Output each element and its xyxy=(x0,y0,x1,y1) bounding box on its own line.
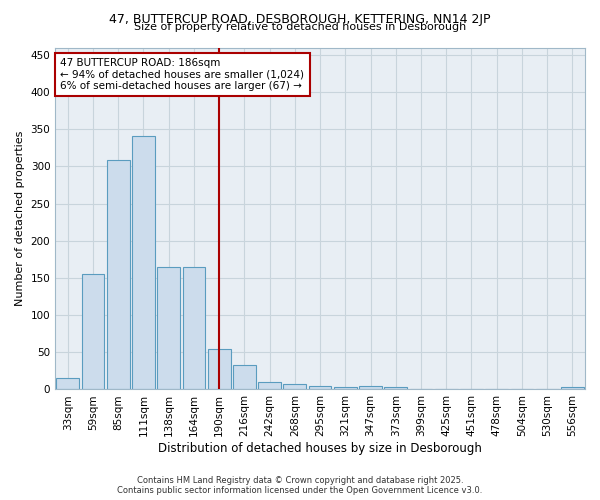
Bar xyxy=(561,387,584,390)
Bar xyxy=(82,274,104,390)
Bar xyxy=(182,267,205,390)
Bar xyxy=(107,160,130,390)
Bar xyxy=(208,348,230,390)
Bar xyxy=(309,386,331,390)
Bar xyxy=(233,365,256,390)
X-axis label: Distribution of detached houses by size in Desborough: Distribution of detached houses by size … xyxy=(158,442,482,455)
Text: 47 BUTTERCUP ROAD: 186sqm
← 94% of detached houses are smaller (1,024)
6% of sem: 47 BUTTERCUP ROAD: 186sqm ← 94% of detac… xyxy=(61,58,304,91)
Bar xyxy=(334,387,356,390)
Bar xyxy=(283,384,306,390)
Text: 47, BUTTERCUP ROAD, DESBOROUGH, KETTERING, NN14 2JP: 47, BUTTERCUP ROAD, DESBOROUGH, KETTERIN… xyxy=(109,12,491,26)
Bar xyxy=(359,386,382,390)
Y-axis label: Number of detached properties: Number of detached properties xyxy=(15,131,25,306)
Bar xyxy=(56,378,79,390)
Bar xyxy=(157,267,180,390)
Bar xyxy=(385,387,407,390)
Text: Size of property relative to detached houses in Desborough: Size of property relative to detached ho… xyxy=(134,22,466,32)
Bar xyxy=(132,136,155,390)
Bar xyxy=(258,382,281,390)
Text: Contains HM Land Registry data © Crown copyright and database right 2025.
Contai: Contains HM Land Registry data © Crown c… xyxy=(118,476,482,495)
